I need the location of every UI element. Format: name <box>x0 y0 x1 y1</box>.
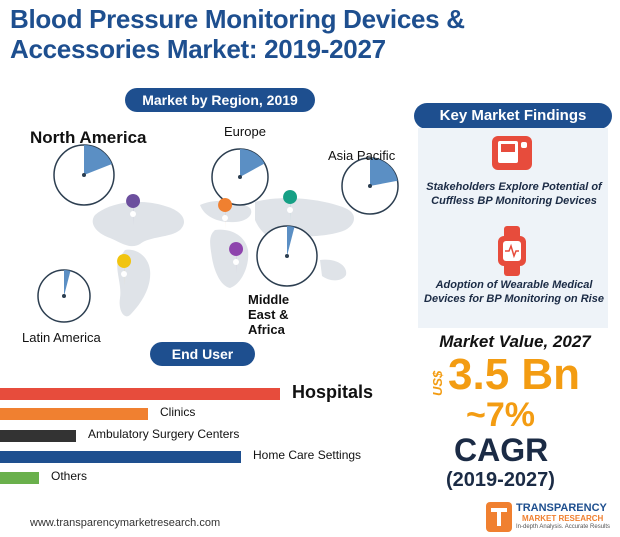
tmr-logo: TRANSPARENCY MARKET RESEARCH In-depth An… <box>486 500 616 534</box>
pie-north-america-slice <box>84 145 112 175</box>
pin-asia-pacific-icon <box>283 190 298 222</box>
market-value: 3.5 Bn <box>448 350 581 399</box>
page-title: Blood Pressure Monitoring Devices & Acce… <box>10 4 465 64</box>
cagr-value: ~7% <box>466 396 535 434</box>
bar-label-0: Hospitals <box>292 382 374 402</box>
bar-label-2: Ambulatory Surgery Centers <box>88 427 240 441</box>
region-section-label: Market by Region, 2019 <box>125 88 315 112</box>
bar-3 <box>0 451 241 463</box>
bar-label-1: Clinics <box>160 405 196 419</box>
key-findings-label: Key Market Findings <box>414 103 612 129</box>
region-label-latin-america: Latin America <box>22 330 101 345</box>
cagr-label: CAGR <box>454 432 549 468</box>
logo-tagline: In-depth Analysis. Accurate Results <box>516 524 611 530</box>
pie-europe-slice <box>240 149 265 177</box>
pin-north-america-icon <box>126 194 141 226</box>
end-user-section-label: End User <box>150 342 255 366</box>
region-pies <box>37 144 399 323</box>
market-value-label: Market Value, 2027 <box>439 332 591 351</box>
currency-label: US$ <box>430 370 445 396</box>
bar-0 <box>0 388 280 400</box>
bp-monitor-icon <box>492 136 532 170</box>
pie-latin-america-center <box>62 294 66 298</box>
pie-mea-center <box>285 254 289 258</box>
pie-asia-pacific-center <box>368 184 372 188</box>
pie-mea-slice <box>287 226 295 256</box>
smartwatch-icon <box>498 226 526 276</box>
region-label-north-america: North America <box>30 128 147 147</box>
map-pins <box>117 190 298 286</box>
finding-2-text: Adoption of Wearable Medical Devices for… <box>424 279 604 305</box>
logo-line1: TRANSPARENCY <box>516 502 607 514</box>
footer-url[interactable]: www.transparencymarketresearch.com <box>30 517 221 529</box>
region-label-mea: Middle East & Africa <box>248 292 290 337</box>
region-label-europe: Europe <box>224 124 266 139</box>
region-label-asia-pacific: Asia Pacific <box>328 148 396 163</box>
bar-label-4: Others <box>51 469 88 483</box>
pie-latin-america-slice <box>64 270 71 296</box>
finding-1-text: Stakeholders Explore Potential of Cuffle… <box>426 181 602 207</box>
bar-4 <box>0 472 39 484</box>
bar-label-3: Home Care Settings <box>253 448 362 462</box>
pin-europe-icon <box>218 198 233 230</box>
pie-europe-center <box>238 175 242 179</box>
pie-north-america-center <box>82 173 86 177</box>
tmr-logo-icon <box>486 502 512 532</box>
bar-1 <box>0 408 148 420</box>
bar-2 <box>0 430 76 442</box>
pin-latin-america-icon <box>117 254 132 286</box>
pin-mea-icon <box>229 242 244 274</box>
cagr-period: (2019-2027) <box>446 469 555 491</box>
logo-line2: MARKET RESEARCH <box>522 514 604 523</box>
pie-asia-pacific-slice <box>370 158 398 186</box>
